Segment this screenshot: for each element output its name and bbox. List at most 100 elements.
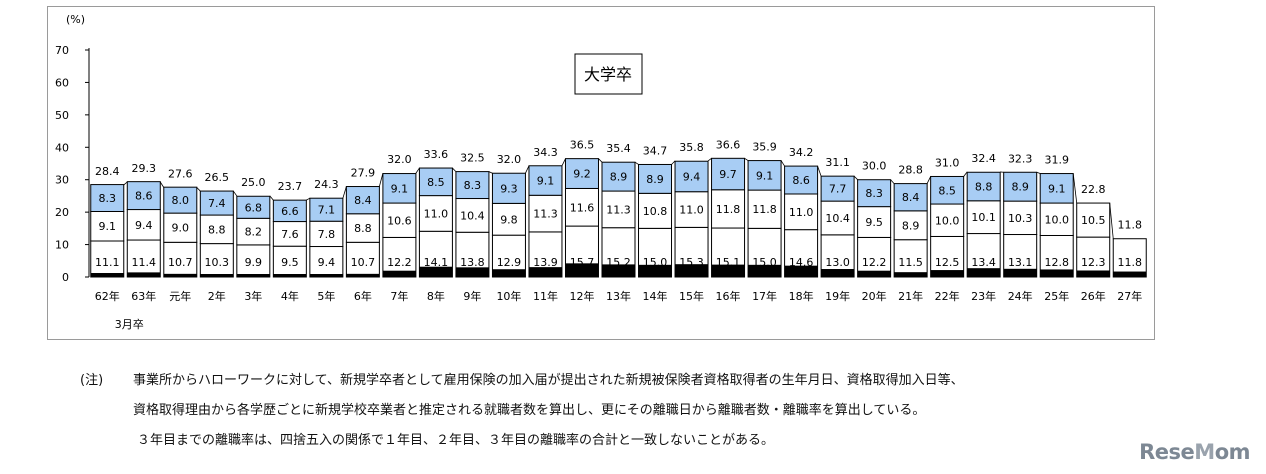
- x-tick-label: 13年: [606, 289, 631, 303]
- y-tick-label: 40: [55, 141, 69, 154]
- data-label-year2: 10.0: [1044, 213, 1069, 226]
- bar-segment-year3: [418, 167, 453, 197]
- data-label-year1: 13.9: [533, 256, 558, 269]
- data-label-total: 28.8: [898, 164, 923, 177]
- data-label-year1: 10.7: [351, 256, 376, 269]
- x-tick-label: 5年: [317, 289, 335, 303]
- bar-segment-year1-base: [419, 266, 453, 277]
- data-label-total: 24.3: [314, 178, 339, 191]
- data-label-total: 29.3: [132, 162, 157, 175]
- data-label-year1: 15.2: [606, 256, 631, 269]
- x-tick-label: 27年: [1117, 289, 1142, 303]
- bar-segment-year1: [1112, 238, 1147, 278]
- data-label-total: 30.0: [862, 160, 887, 173]
- bar-segment-year3: [90, 184, 125, 212]
- bar-segment-year2: [930, 203, 965, 237]
- x-tick-label: 18年: [789, 289, 814, 303]
- total-connector-line: [1109, 203, 1114, 239]
- data-label-year2: 8.2: [245, 226, 262, 239]
- data-label-total: 31.9: [1044, 154, 1069, 167]
- total-connector-line: [926, 176, 932, 184]
- bar-segment-year2: [382, 202, 417, 238]
- bar-segment-year2: [1076, 202, 1111, 238]
- data-label-year3: 8.9: [646, 173, 664, 186]
- x-tick-label: 22年: [935, 289, 960, 303]
- bar-segment-year1-base: [638, 264, 672, 277]
- y-tick-label: 70: [55, 44, 69, 57]
- bar-segment-year1-base: [528, 267, 562, 277]
- data-label-year1: 13.8: [460, 256, 485, 269]
- y-tick-label: 30: [55, 174, 69, 187]
- chart-title: 大学卒: [584, 65, 632, 84]
- bar-segment-year3: [711, 157, 746, 191]
- bar-segment-year3: [674, 160, 709, 193]
- data-label-year3: 8.6: [792, 174, 810, 187]
- bar-segment-year1: [309, 246, 344, 278]
- x-tick-label: 元年: [169, 289, 191, 303]
- total-connector-line: [525, 165, 530, 174]
- data-label-year3: 8.4: [902, 191, 920, 204]
- data-label-total: 31.0: [935, 156, 960, 169]
- note-line-1: 事業所からハローワークに対して、新規学卒者として雇用保険の加入届が提出された新規…: [133, 373, 964, 388]
- data-label-total: 22.8: [1081, 183, 1106, 196]
- bar-segment-year3: [163, 186, 198, 214]
- x-tick-label: 24年: [1008, 289, 1033, 303]
- total-connector-line: [196, 187, 201, 192]
- data-label-year1: 15.1: [716, 256, 741, 269]
- data-label-year3: 8.9: [610, 171, 628, 184]
- bar-segment-year1-base: [163, 273, 197, 277]
- total-connector-line: [488, 171, 493, 174]
- x-tick-label: 9年: [463, 289, 481, 303]
- data-label-year3: 8.3: [865, 187, 883, 200]
- bar-segment-year1-base: [1113, 271, 1147, 277]
- data-label-year2: 9.8: [500, 213, 517, 226]
- data-label-year3: 9.1: [1048, 182, 1066, 195]
- bar-segment-year3: [893, 183, 928, 212]
- total-connector-line: [634, 161, 639, 165]
- data-label-year3: 6.8: [245, 201, 262, 214]
- data-label-year1: 10.7: [168, 256, 193, 269]
- data-label-year2: 11.3: [606, 203, 631, 216]
- data-label-year2: 10.5: [1081, 214, 1106, 227]
- bar-segment-year2: [674, 191, 709, 228]
- note-tag: (注): [80, 373, 104, 388]
- bar-segment-year1-base: [273, 274, 307, 277]
- bar-segment-year3: [857, 179, 892, 208]
- stacked-bar-chart: 0 10 20 30 40 50 60 70 (%) 大学卒 11.1 9.1 8.3 28.4 62年 11…: [55, 13, 1147, 331]
- total-connector-line: [415, 167, 420, 174]
- bar-segment-year2: [272, 221, 307, 247]
- data-label-year1: 11.4: [132, 256, 157, 269]
- bar-segment-year3: [382, 173, 417, 204]
- bar-segment-year2: [711, 189, 746, 229]
- data-label-year2: 10.6: [387, 214, 412, 227]
- x-tick-label: 19年: [825, 289, 850, 303]
- bar-segment-year2: [126, 209, 161, 241]
- total-connector-line: [963, 171, 968, 177]
- data-label-total: 11.8: [1117, 219, 1142, 232]
- data-label-year2: 9.5: [865, 216, 883, 229]
- data-label-total: 31.1: [825, 156, 850, 169]
- data-label-year2: 10.4: [825, 212, 850, 225]
- bar-segment-year2: [966, 200, 1001, 235]
- bar-segment-year1-base: [930, 270, 964, 277]
- chart-frame: 0 10 20 30 40 50 60 70 (%) 大学卒 11.1 9.1 8.3 28.4 62年 11…: [47, 6, 1155, 340]
- data-label-year2: 7.8: [318, 228, 336, 241]
- data-label-year3: 8.5: [427, 176, 445, 189]
- bar-segment-year1-base: [784, 265, 818, 277]
- y-axis-unit-label: (%): [66, 13, 85, 26]
- data-label-year1: 9.9: [245, 256, 262, 269]
- data-label-total: 32.3: [1008, 152, 1033, 165]
- bar-segment-year1-base: [382, 270, 416, 277]
- data-label-total: 32.5: [460, 152, 485, 165]
- bar-segment-year3: [966, 171, 1001, 202]
- bar-segment-year2: [564, 187, 599, 227]
- total-connector-line: [853, 175, 858, 180]
- total-connector-line: [744, 157, 749, 161]
- data-label-total: 35.4: [606, 142, 631, 155]
- bar-segment-year2: [857, 206, 892, 238]
- data-label-year3: 9.3: [500, 182, 517, 195]
- data-label-total: 27.9: [351, 167, 376, 180]
- data-label-year2: 10.1: [971, 211, 996, 224]
- bar-segment-year3: [601, 161, 636, 192]
- data-label-year1: 15.0: [752, 256, 777, 269]
